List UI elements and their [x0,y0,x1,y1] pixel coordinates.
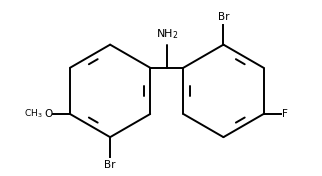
Text: F: F [282,109,288,119]
Text: Br: Br [104,160,116,170]
Text: CH$_3$: CH$_3$ [24,108,42,120]
Text: Br: Br [218,12,229,22]
Text: O: O [44,109,52,119]
Text: NH$_2$: NH$_2$ [156,27,178,41]
